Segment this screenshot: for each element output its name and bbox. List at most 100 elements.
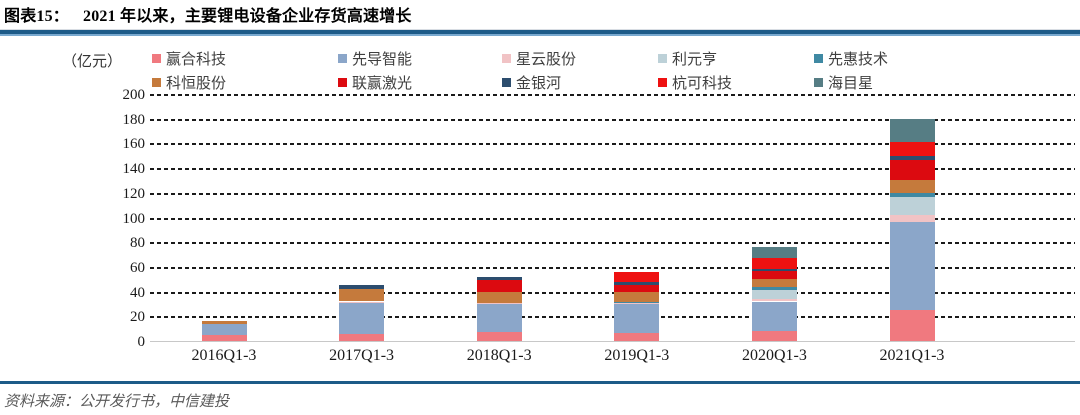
bar-segment-先导智能 [339,302,385,335]
bar-segment-联赢激光 [751,271,797,279]
y-tick-label: 60 [130,259,145,276]
bar-segment-联赢激光 [476,279,522,292]
y-tick-label: 100 [122,210,146,227]
source-note: 资料来源：公开发行书，中信建投 [4,394,230,410]
legend-label: 赢合科技 [166,52,227,68]
legend-item-1: 先导智能 [338,48,502,69]
bar-segment-先惠技术 [614,302,660,303]
bar-segment-先导智能 [476,303,522,332]
bar-segment-杭可科技 [614,272,660,283]
bar-segment-赢合科技 [339,334,385,341]
stacked-bar-2016Q1-3 [201,320,247,341]
bar-segment-金银河 [339,285,385,289]
bar-segment-海目星 [751,246,797,259]
stacked-bar-2018Q1-3 [476,276,522,341]
bar-segment-赢合科技 [614,332,660,341]
bar-segment-金银河 [751,269,797,272]
legend-swatch-icon [152,54,161,63]
bar-segment-先导智能 [751,301,797,331]
bar-segment-科恒股份 [751,278,797,288]
bar-segment-利元亨 [889,196,935,216]
bar-segment-金银河 [614,282,660,285]
y-tick-label: 180 [122,111,146,128]
legend-item-7: 金银河 [502,72,658,93]
legend-item-5: 科恒股份 [152,72,338,93]
bar-segment-星云股份 [614,302,660,304]
gridline [150,291,1075,294]
legend-swatch-icon [658,54,667,63]
legend-item-6: 联赢激光 [338,72,502,93]
x-axis-label: 2019Q1-3 [604,347,670,364]
bar-segment-海目星 [889,118,935,142]
gridline [150,94,1075,96]
plot-area [150,94,1075,342]
bar-segment-金银河 [889,156,935,161]
figure-label: 图表15： [4,8,70,25]
legend-item-2: 星云股份 [502,48,658,69]
gridline [150,217,1075,220]
legend-label: 杭可科技 [672,76,733,92]
bar-segment-科恒股份 [201,320,247,324]
bar-segment-星云股份 [476,303,522,304]
figure-header: 图表15： 2021 年以来，主要锂电设备企业存货高速增长 [4,2,412,26]
bar-segment-先惠技术 [751,287,797,290]
x-axis-line [150,341,1075,342]
x-axis-label: 2020Q1-3 [741,347,807,364]
gridline [150,242,1075,245]
bar-segment-利元亨 [751,289,797,300]
stacked-bar-2017Q1-3 [339,285,385,341]
bar-segment-赢合科技 [889,310,935,341]
chart-legend: 赢合科技 先导智能 星云股份 利元亨 先惠技术科恒股份 联赢激光 金银河 杭可科技 海目星 [152,48,964,93]
gridline [150,266,1075,269]
x-axis-label: 2017Q1-3 [329,347,395,364]
y-tick-label: 160 [122,136,146,153]
y-axis-unit-label: （亿元） [62,54,123,70]
stacked-bar-2020Q1-3 [751,246,797,341]
legend-label: 联赢激光 [352,76,413,92]
header-divider [0,29,1080,36]
bar-segment-联赢激光 [614,284,660,292]
stacked-bar-2021Q1-3 [889,118,935,341]
legend-label: 利元亨 [672,52,718,68]
x-axis-label: 2021Q1-3 [879,347,945,364]
y-tick-label: 20 [130,309,145,326]
bar-segment-科恒股份 [614,291,660,303]
legend-label: 先惠技术 [828,52,889,68]
bar-segment-星云股份 [339,301,385,303]
gridline [150,118,1075,121]
legend-swatch-icon [152,78,161,87]
figure-title: 2021 年以来，主要锂电设备企业存货高速增长 [83,8,412,25]
y-tick-label: 120 [122,185,146,202]
legend-swatch-icon [502,54,511,63]
footer-divider [0,381,1080,384]
y-tick-label: 200 [122,87,146,103]
x-axis-label: 2016Q1-3 [191,347,257,364]
bar-segment-赢合科技 [751,330,797,341]
bar-segment-先导智能 [614,303,660,333]
stacked-bar-2019Q1-3 [614,272,660,341]
legend-item-3: 利元亨 [658,48,814,69]
legend-label: 科恒股份 [166,76,227,92]
bar-segment-先惠技术 [889,193,935,197]
bar-segment-科恒股份 [476,291,522,304]
legend-swatch-icon [658,78,667,87]
y-tick-label: 40 [130,284,145,301]
legend-label: 星云股份 [516,52,577,68]
bar-segment-金银河 [476,276,522,280]
legend-item-8: 杭可科技 [658,72,814,93]
bar-segment-星云股份 [751,299,797,302]
legend-swatch-icon [338,54,347,63]
gridline [150,168,1075,171]
bar-segment-先导智能 [201,323,247,336]
legend-item-9: 海目星 [814,72,964,93]
gridline [150,316,1075,319]
gridline [150,192,1075,195]
bar-segment-科恒股份 [889,179,935,194]
legend-swatch-icon [814,78,823,87]
bar-segment-赢合科技 [201,335,247,341]
bar-segment-科恒股份 [339,288,385,302]
legend-label: 金银河 [516,76,562,92]
y-tick-label: 140 [122,161,146,178]
bar-segment-星云股份 [889,215,935,223]
